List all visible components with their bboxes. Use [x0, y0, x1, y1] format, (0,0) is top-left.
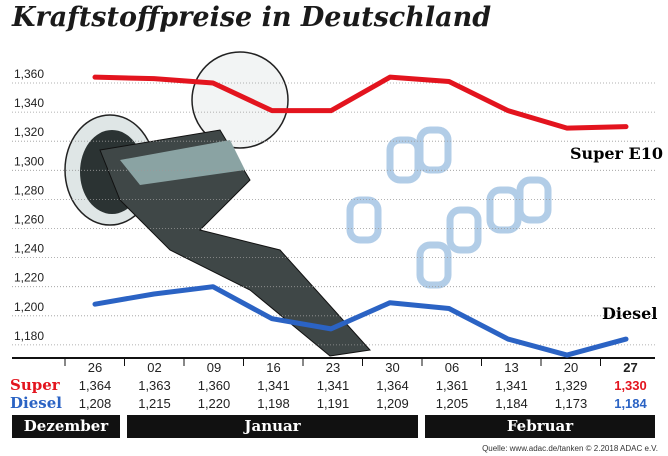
y-tick-label: 1,240: [14, 242, 44, 256]
super-price-cell: 1,364: [78, 378, 112, 393]
date-row: 26 02 09 16 23 30 06 13 20 27: [0, 360, 668, 378]
diesel-row: Diesel 1,208 1,215 1,220 1,198 1,191 1,209 1,20…: [0, 394, 668, 414]
super-price-cell: 1,363: [138, 378, 171, 393]
y-tick-label: 1,300: [14, 154, 44, 168]
date-cell: 06: [444, 360, 460, 375]
diesel-price-cell: 1,209: [376, 396, 409, 411]
y-tick-label: 1,220: [14, 271, 44, 285]
fuel-nozzle-illustration: [64, 51, 552, 357]
date-cell: 27: [623, 360, 638, 375]
y-tick-label: 1,180: [14, 329, 44, 343]
date-cell: 09: [206, 360, 222, 375]
date-cell: 20: [563, 360, 579, 375]
series-label-super-e10: Super E10: [570, 144, 664, 163]
date-cell: 26: [87, 360, 103, 375]
diesel-price-cell: 1,205: [435, 396, 469, 411]
super-price-cell: 1,341: [316, 378, 350, 393]
y-tick-label: 1,200: [14, 300, 44, 314]
date-cell: 30: [385, 360, 400, 375]
row-label-super: Super: [10, 376, 60, 394]
super-price-cell: 1,364: [376, 378, 409, 393]
y-tick-label: 1,320: [14, 125, 44, 139]
y-tick-label: 1,280: [14, 183, 44, 197]
month-februar: Februar: [425, 415, 655, 438]
date-cell: 23: [325, 360, 341, 375]
super-price-cell: 1,329: [554, 378, 588, 393]
y-tick-label: 1,260: [14, 213, 44, 227]
date-cell: 13: [504, 360, 519, 375]
source-note: Quelle: www.adac.de/tanken © 2.2018 ADAC…: [482, 444, 658, 453]
super-price-cell: 1,341: [257, 378, 290, 393]
super-price-cell: 1,361: [435, 378, 469, 393]
diesel-price-cell: 1,208: [78, 396, 112, 411]
diesel-price-cell: 1,191: [316, 396, 350, 411]
super-row: Super 1,364 1,363 1,360 1,341 1,341 1,364 1,361…: [0, 376, 668, 396]
month-dezember: Dezember: [12, 415, 120, 438]
super-price-cell: 1,330: [614, 378, 647, 393]
diesel-price-cell: 1,215: [138, 396, 171, 411]
diesel-price-cell: 1,173: [554, 396, 588, 411]
row-label-diesel: Diesel: [10, 394, 62, 412]
super-price-cell: 1,360: [197, 378, 231, 393]
series-label-diesel: Diesel: [602, 304, 658, 323]
diesel-price-cell: 1,220: [197, 396, 231, 411]
date-cell: 02: [147, 360, 162, 375]
date-cell: 16: [266, 360, 281, 375]
month-januar: Januar: [127, 415, 418, 438]
y-tick-label: 1,340: [14, 96, 44, 110]
super-price-cell: 1,341: [495, 378, 528, 393]
y-tick-label: 1,360: [14, 67, 44, 81]
series-line-diesel: [92, 284, 629, 358]
series-line-super-e10: [92, 74, 629, 131]
diesel-price-cell: 1,198: [257, 396, 290, 411]
diesel-price-cell: 1,184: [495, 396, 528, 411]
chart-title: Kraftstoffpreise in Deutschland: [12, 2, 492, 33]
diesel-price-cell: 1,184: [614, 396, 647, 411]
